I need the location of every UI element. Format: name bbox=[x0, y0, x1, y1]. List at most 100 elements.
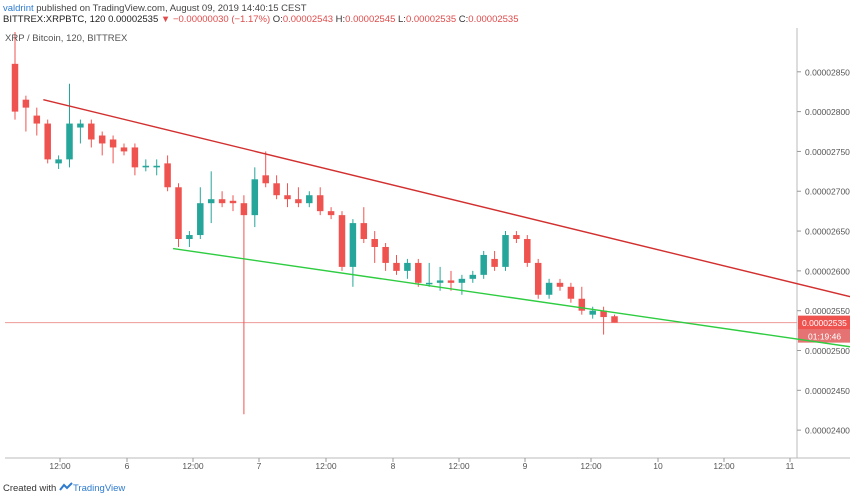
chart-title: XRP / Bitcoin, 120, BITTREX bbox=[5, 33, 128, 44]
y-tick-label: 0.00002550 bbox=[805, 306, 850, 316]
candle bbox=[578, 286, 586, 315]
candle-body bbox=[66, 123, 73, 160]
created-with-text: Created with bbox=[3, 483, 57, 494]
candle-body bbox=[55, 159, 62, 164]
candle-body bbox=[77, 123, 84, 128]
publisher-username[interactable]: valdrint bbox=[3, 3, 34, 14]
candle bbox=[186, 231, 193, 247]
candle-body bbox=[338, 215, 346, 267]
x-tick-label: 9 bbox=[523, 461, 528, 471]
chart-header: valdrint published on TradingView.com, A… bbox=[0, 0, 850, 28]
candle bbox=[458, 274, 466, 295]
candle bbox=[33, 107, 41, 136]
candle-body bbox=[240, 203, 248, 216]
candle-body bbox=[142, 165, 150, 168]
candle bbox=[534, 258, 542, 299]
candle-body bbox=[371, 239, 378, 247]
candle-body bbox=[589, 310, 596, 315]
candle bbox=[545, 278, 553, 299]
candle-body bbox=[197, 203, 204, 236]
candle-body bbox=[327, 211, 335, 216]
candle bbox=[251, 167, 259, 228]
candle-body bbox=[306, 195, 313, 204]
candle bbox=[295, 187, 302, 208]
candle bbox=[164, 155, 171, 192]
publish-info: valdrint published on TradingView.com, A… bbox=[3, 3, 307, 14]
candle-body bbox=[556, 282, 564, 287]
candle bbox=[273, 175, 280, 200]
low-value: 0.00002535 bbox=[405, 14, 457, 25]
candle-body bbox=[600, 310, 607, 318]
candle bbox=[240, 195, 248, 415]
candle bbox=[77, 119, 84, 144]
y-tick-label: 0.00002450 bbox=[805, 386, 850, 396]
candle-body bbox=[578, 298, 586, 311]
y-tick-label: 0.00002850 bbox=[805, 67, 850, 77]
y-tick-label: 0.00002800 bbox=[805, 107, 850, 117]
tradingview-brand[interactable]: TradingView bbox=[72, 483, 126, 494]
candle-body bbox=[218, 199, 226, 204]
candle bbox=[480, 250, 487, 279]
x-tick-label: 8 bbox=[391, 461, 396, 471]
y-tick-label: 0.00002650 bbox=[805, 227, 850, 237]
candle bbox=[382, 243, 389, 271]
candle bbox=[338, 211, 346, 271]
candle bbox=[88, 119, 95, 148]
candle bbox=[98, 131, 106, 156]
candle-body bbox=[273, 183, 280, 196]
candle bbox=[425, 262, 433, 287]
candle-body bbox=[316, 195, 324, 212]
candle bbox=[316, 187, 324, 216]
high-label: H: bbox=[335, 14, 346, 25]
x-tick-label: 7 bbox=[257, 461, 262, 471]
candle bbox=[349, 219, 357, 287]
candle bbox=[447, 270, 455, 291]
candle-body bbox=[513, 235, 520, 240]
candle bbox=[218, 191, 226, 208]
candle bbox=[197, 187, 204, 240]
countdown-label: 01:19:46 bbox=[808, 332, 841, 342]
candle bbox=[11, 31, 19, 120]
candle bbox=[175, 183, 182, 247]
candle-body bbox=[131, 147, 139, 168]
y-tick-label: 0.00002500 bbox=[805, 346, 850, 356]
candle-body bbox=[164, 163, 171, 188]
candle-body bbox=[382, 246, 389, 263]
candle-body bbox=[491, 258, 498, 267]
candle-body bbox=[393, 262, 400, 271]
current-price-tag bbox=[798, 315, 850, 330]
candle-body bbox=[360, 223, 368, 240]
candle bbox=[360, 207, 368, 243]
x-tick-label: 10 bbox=[653, 461, 663, 471]
candle-body bbox=[545, 282, 553, 295]
candle bbox=[262, 151, 269, 188]
candle bbox=[589, 306, 596, 319]
candle bbox=[524, 235, 531, 267]
candle bbox=[207, 171, 215, 224]
candle-body bbox=[480, 254, 487, 275]
candle-body bbox=[534, 262, 542, 295]
footer: Created with TradingView bbox=[3, 481, 125, 494]
candle-body bbox=[502, 235, 509, 267]
candle bbox=[120, 143, 128, 156]
tradingview-logo-icon bbox=[59, 482, 73, 491]
candle-body bbox=[447, 280, 455, 283]
y-tick-label: 0.00002400 bbox=[805, 426, 850, 436]
candle-body bbox=[22, 99, 30, 108]
y-tick-label: 0.00002700 bbox=[805, 187, 850, 197]
close-label: C: bbox=[458, 14, 469, 25]
candle-body bbox=[207, 199, 215, 204]
x-tick-label: 12:00 bbox=[49, 461, 71, 471]
candle bbox=[109, 135, 117, 164]
candle-body bbox=[186, 235, 193, 240]
high-value: 0.00002545 bbox=[345, 14, 396, 25]
candle bbox=[229, 195, 237, 212]
candle-body bbox=[295, 199, 302, 204]
change-value: −0.00000030 (−1.17%) bbox=[172, 14, 271, 25]
x-tick-label: 12:00 bbox=[448, 461, 470, 471]
candle bbox=[327, 207, 335, 220]
candle bbox=[469, 270, 477, 283]
candle bbox=[306, 191, 313, 208]
candle bbox=[513, 231, 520, 243]
